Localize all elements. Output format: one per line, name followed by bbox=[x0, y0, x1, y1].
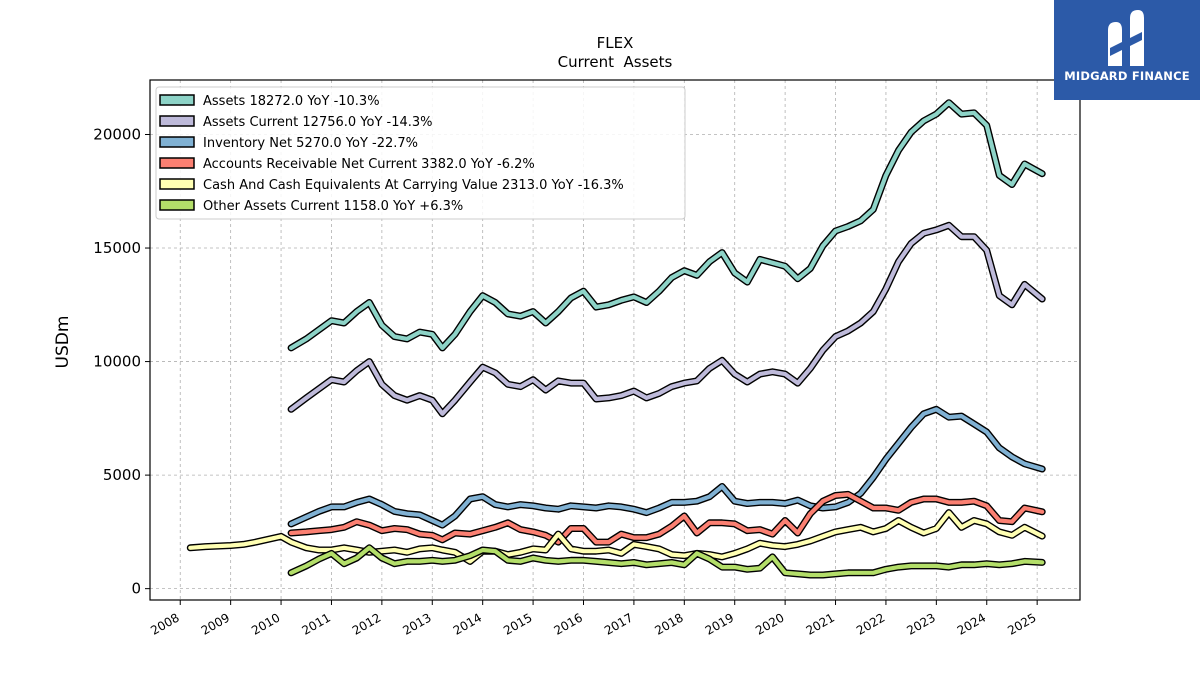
x-tick-label: 2015 bbox=[501, 610, 534, 637]
legend-label-4: Accounts Receivable Net Current 3382.0 Y… bbox=[203, 157, 535, 172]
x-tick-label: 2023 bbox=[904, 610, 937, 637]
x-tick-label: 2008 bbox=[148, 610, 181, 637]
legend-swatch-4 bbox=[159, 157, 195, 169]
series-line-4 bbox=[289, 492, 1045, 545]
legend-label-6: Other Assets Current 1158.0 YoY +6.3% bbox=[203, 199, 463, 214]
series-line-2 bbox=[289, 223, 1045, 416]
x-tick-label: 2013 bbox=[400, 610, 433, 637]
x-tick-label: 2021 bbox=[804, 610, 837, 637]
y-tick-label: 0 bbox=[131, 580, 141, 598]
x-tick-label: 2009 bbox=[199, 610, 232, 637]
brand-logo: MIDGARD FINANCE bbox=[1054, 0, 1200, 100]
y-tick-label: 20000 bbox=[93, 125, 141, 143]
series-line-3 bbox=[289, 407, 1045, 528]
y-tick-label: 15000 bbox=[93, 239, 141, 257]
y-axis-label: USDm bbox=[53, 316, 73, 369]
plot-frame bbox=[149, 79, 1081, 601]
legend-label-1: Assets 18272.0 YoY -10.3% bbox=[203, 94, 380, 109]
legend-label-3: Inventory Net 5270.0 YoY -22.7% bbox=[203, 136, 418, 151]
series-line-1 bbox=[289, 100, 1045, 350]
series-outline-2 bbox=[287, 221, 1046, 418]
y-tick-label: 5000 bbox=[103, 466, 141, 484]
x-tick-label: 2018 bbox=[652, 610, 685, 637]
x-tick-label: 2020 bbox=[753, 610, 786, 637]
legend-swatch-2 bbox=[159, 115, 195, 127]
series-outline-3 bbox=[287, 405, 1046, 529]
legend-box bbox=[155, 86, 686, 220]
legend-label-2: Assets Current 12756.0 YoY -14.3% bbox=[203, 115, 433, 130]
x-tick-label: 2012 bbox=[350, 610, 383, 637]
legend-swatch-3 bbox=[159, 136, 195, 148]
series-lines bbox=[186, 99, 1046, 579]
x-tick-label: 2016 bbox=[552, 610, 585, 637]
x-tick-label: 2025 bbox=[1005, 610, 1038, 637]
series-line-5 bbox=[188, 510, 1045, 564]
chart-subtitle: Current Assets bbox=[558, 53, 673, 71]
series-line-6 bbox=[289, 545, 1045, 578]
legend-swatch-6 bbox=[159, 199, 195, 211]
x-tick-label: 2010 bbox=[249, 610, 282, 637]
x-tick-label: 2011 bbox=[300, 610, 333, 637]
legend-swatch-1 bbox=[159, 94, 195, 106]
x-tick-label: 2024 bbox=[955, 610, 988, 637]
midgard-logo-icon bbox=[1108, 10, 1144, 66]
y-tick-label: 10000 bbox=[93, 353, 141, 371]
x-tick-label: 2014 bbox=[451, 610, 484, 637]
legend: Assets 18272.0 YoY -10.3% Assets Current … bbox=[155, 86, 686, 220]
x-tick-label: 2017 bbox=[602, 610, 635, 637]
x-tick-label: 2022 bbox=[854, 610, 887, 637]
brand-name: MIDGARD FINANCE bbox=[1064, 69, 1190, 83]
legend-label-5: Cash And Cash Equivalents At Carrying Va… bbox=[203, 178, 624, 193]
legend-swatch-5 bbox=[159, 178, 195, 190]
x-tick-label: 2019 bbox=[703, 610, 736, 637]
chart-title: FLEX bbox=[597, 34, 634, 52]
